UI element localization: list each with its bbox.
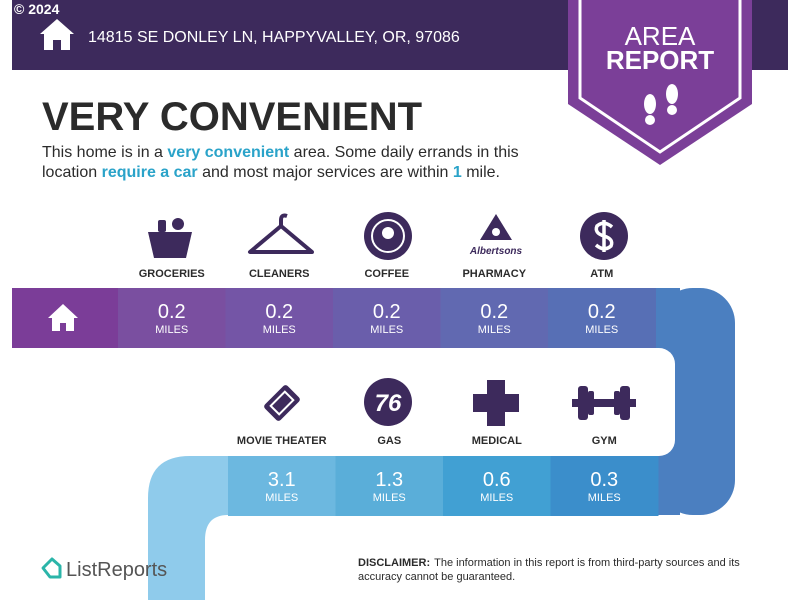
category-label: CLEANERS <box>249 268 310 280</box>
distance-value: 0.3 <box>590 469 618 491</box>
distance-cell <box>443 456 551 516</box>
category-label: ATM <box>590 268 613 280</box>
distance-value: 1.3 <box>375 469 403 491</box>
address: 14815 SE DONLEY LN, HAPPYVALLEY, OR, 970… <box>88 29 460 46</box>
coffee-icon <box>364 212 412 260</box>
distance-cell <box>225 288 334 348</box>
distance-cell <box>550 456 659 516</box>
brand-icon <box>41 557 62 579</box>
distance-cells: 0.2MILES0.2MILES0.2MILES0.2MILES0.2MILES… <box>118 288 659 516</box>
distance-unit: MILES <box>480 492 513 504</box>
distance-cell <box>440 288 549 348</box>
pharmacy-icon: Albertsons <box>469 214 523 257</box>
category-label: GYM <box>592 435 617 447</box>
summary-emphasis: very convenient <box>167 144 290 161</box>
category-label: PHARMACY <box>462 268 526 280</box>
distance-value: 0.2 <box>480 301 508 323</box>
band-curve <box>148 456 228 600</box>
distance-unit: MILES <box>370 324 403 336</box>
distance-cell <box>228 456 336 516</box>
distance-unit: MILES <box>155 324 188 336</box>
groceries-icon <box>148 218 192 258</box>
gas-logo: 76 <box>375 390 402 417</box>
house-icon <box>40 19 74 50</box>
distance-unit: MILES <box>373 492 406 504</box>
pharmacy-logo: Albertsons <box>469 246 523 257</box>
summary-text: area. Some daily errands in this <box>289 144 518 161</box>
medical-icon <box>473 380 519 426</box>
category-label: GAS <box>377 435 401 447</box>
movie-icon <box>264 385 300 421</box>
distance-unit: MILES <box>265 492 298 504</box>
disclaimer-text: The information in this report is from t… <box>434 557 740 569</box>
distance-cell <box>335 456 444 516</box>
gas-icon: 76 <box>364 378 412 426</box>
category-label: MEDICAL <box>472 435 522 447</box>
distance-cell <box>333 288 441 348</box>
summary-line: location require a car and most major se… <box>42 164 500 181</box>
footprints-icon <box>644 84 678 125</box>
category-label: MOVIE THEATER <box>237 435 327 447</box>
distance-unit: MILES <box>263 324 296 336</box>
headline: VERY CONVENIENT <box>42 95 422 139</box>
distance-value: 0.2 <box>158 301 186 323</box>
distance-value: 3.1 <box>268 469 296 491</box>
distance-value: 0.2 <box>373 301 401 323</box>
cleaners-icon <box>248 213 314 254</box>
category-label: GROCERIES <box>139 268 205 280</box>
badge-line: AREA <box>625 21 696 51</box>
badge-border <box>578 0 742 154</box>
badge-line: REPORT <box>606 45 714 75</box>
distance-unit: MILES <box>478 324 511 336</box>
summary-line: This home is in a very convenient area. … <box>42 144 519 161</box>
category-label: COFFEE <box>364 268 409 280</box>
summary: This home is in a very convenient area. … <box>42 144 519 181</box>
distance-unit: MILES <box>585 324 618 336</box>
copyright: © 2024 <box>14 1 60 17</box>
distance-value: 0.2 <box>265 301 293 323</box>
gym-icon <box>572 386 636 420</box>
badge <box>568 0 752 165</box>
distance-cell <box>548 288 656 348</box>
summary-text: mile. <box>462 164 500 181</box>
summary-text: and most major services are within <box>198 164 453 181</box>
distance-value: 0.6 <box>483 469 511 491</box>
summary-text: location <box>42 164 102 181</box>
summary-emphasis: require a car <box>102 164 198 181</box>
disclaimer: accuracy cannot be guaranteed. <box>358 571 515 583</box>
disclaimer: DISCLAIMER: The information in this repor… <box>358 557 740 569</box>
brand: ListReports <box>66 559 167 581</box>
disclaimer-label: DISCLAIMER: <box>358 557 430 569</box>
distance-unit: MILES <box>588 492 621 504</box>
home-icon <box>48 304 78 331</box>
summary-emphasis: 1 <box>453 164 462 181</box>
distance-cell <box>118 288 226 348</box>
distance-value: 0.2 <box>588 301 616 323</box>
summary-text: This home is in a <box>42 144 167 161</box>
band-gap <box>0 348 675 456</box>
atm-icon <box>580 212 628 260</box>
